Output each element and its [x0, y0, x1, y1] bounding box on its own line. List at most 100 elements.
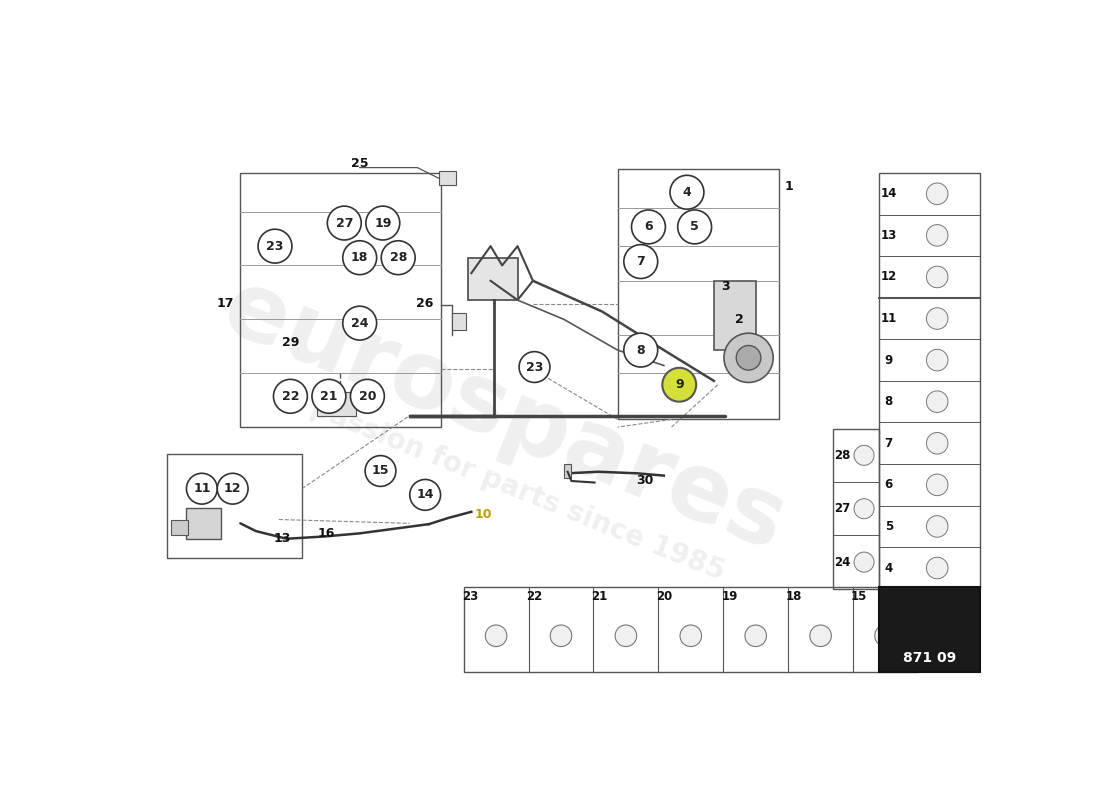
Text: 11: 11 [881, 312, 896, 325]
Text: 27: 27 [336, 217, 353, 230]
Bar [172, 519, 188, 535]
Circle shape [854, 498, 874, 518]
Circle shape [624, 333, 658, 367]
Circle shape [926, 183, 948, 205]
Text: 22: 22 [527, 590, 542, 603]
Text: 23: 23 [462, 590, 477, 603]
Circle shape [519, 352, 550, 382]
Circle shape [926, 558, 948, 578]
Text: 5: 5 [691, 220, 698, 234]
Circle shape [366, 206, 399, 240]
Circle shape [615, 625, 637, 646]
Text: 29: 29 [282, 336, 299, 349]
Bar [452, 313, 466, 330]
Circle shape [409, 479, 440, 510]
Circle shape [926, 266, 948, 288]
Circle shape [926, 474, 948, 496]
Text: 12: 12 [881, 270, 896, 283]
Circle shape [485, 625, 507, 646]
Text: 14: 14 [417, 488, 433, 502]
Text: 24: 24 [351, 317, 369, 330]
Circle shape [550, 625, 572, 646]
Text: 15: 15 [372, 465, 389, 478]
Circle shape [218, 474, 249, 504]
Bar [714, 281, 757, 350]
Text: 26: 26 [417, 298, 433, 310]
Text: 10: 10 [474, 508, 492, 521]
Text: 5: 5 [884, 520, 893, 533]
Circle shape [624, 245, 658, 278]
Circle shape [631, 210, 666, 244]
Circle shape [736, 346, 761, 370]
Circle shape [186, 474, 218, 504]
Text: 22: 22 [282, 390, 299, 403]
Circle shape [382, 241, 415, 274]
Circle shape [343, 306, 376, 340]
Text: 13: 13 [274, 532, 292, 546]
Text: 27: 27 [835, 502, 850, 515]
Bar [618, 169, 780, 419]
Bar [880, 173, 980, 589]
Text: 1: 1 [785, 180, 794, 194]
Text: 9: 9 [675, 378, 683, 391]
Text: 14: 14 [880, 187, 896, 200]
Bar [834, 429, 880, 589]
Bar [241, 173, 441, 427]
Bar [186, 508, 221, 538]
Text: eurospares: eurospares [210, 262, 799, 571]
Bar [563, 464, 572, 478]
Text: 4: 4 [683, 186, 691, 198]
Circle shape [926, 516, 948, 538]
Circle shape [926, 225, 948, 246]
Circle shape [274, 379, 307, 414]
Circle shape [926, 350, 948, 371]
Text: 16: 16 [318, 527, 336, 540]
Circle shape [926, 433, 948, 454]
Text: 20: 20 [359, 390, 376, 403]
Text: 25: 25 [351, 158, 369, 170]
Circle shape [662, 368, 696, 402]
Circle shape [680, 625, 702, 646]
Text: 20: 20 [657, 590, 672, 603]
Circle shape [351, 379, 384, 414]
Text: 19: 19 [722, 590, 738, 603]
Bar [318, 393, 356, 415]
Text: 23: 23 [266, 240, 284, 253]
Text: 12: 12 [224, 482, 241, 495]
Text: 3: 3 [722, 281, 729, 294]
Circle shape [926, 308, 948, 330]
Circle shape [328, 206, 361, 240]
Text: 11: 11 [194, 482, 210, 495]
Text: 17: 17 [217, 298, 233, 310]
Text: 8: 8 [637, 344, 645, 357]
Text: 7: 7 [637, 255, 645, 268]
Bar [439, 171, 455, 186]
Circle shape [343, 241, 376, 274]
Text: 30: 30 [636, 474, 653, 487]
Text: 23: 23 [526, 361, 543, 374]
Text: 7: 7 [884, 437, 893, 450]
Circle shape [678, 210, 712, 244]
Text: a passion for parts since 1985: a passion for parts since 1985 [280, 382, 729, 586]
Circle shape [874, 625, 896, 646]
Text: 18: 18 [351, 251, 369, 264]
Circle shape [724, 333, 773, 382]
Bar [880, 587, 980, 672]
Bar [468, 258, 517, 300]
Text: 15: 15 [851, 590, 868, 603]
Circle shape [258, 230, 292, 263]
Text: 13: 13 [881, 229, 896, 242]
Circle shape [854, 552, 874, 572]
Text: 871 09: 871 09 [903, 651, 956, 665]
Circle shape [365, 455, 396, 486]
Text: 8: 8 [884, 395, 893, 408]
Text: 21: 21 [592, 590, 607, 603]
Text: 4: 4 [884, 562, 893, 574]
Text: 24: 24 [834, 556, 850, 569]
Text: 18: 18 [786, 590, 803, 603]
Bar [167, 454, 301, 558]
Text: 6: 6 [884, 478, 893, 491]
Bar [464, 587, 917, 672]
Text: 28: 28 [834, 449, 850, 462]
Circle shape [810, 625, 832, 646]
